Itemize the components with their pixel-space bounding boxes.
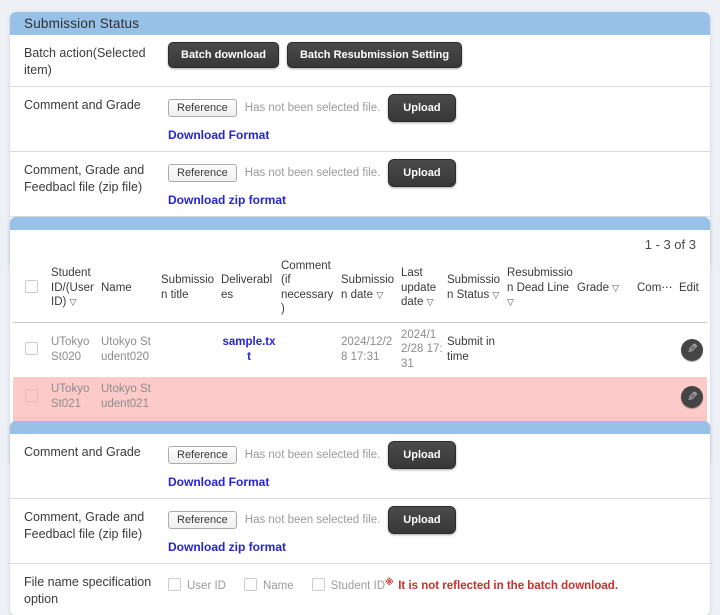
cell-deliverables [219, 377, 279, 419]
cell-student-id: UTokyoSt020 [51, 335, 90, 363]
no-file-text: Has not been selected file. [244, 167, 381, 179]
column-resubmission-deadline[interactable]: Resubmission Dead Line ▽ [505, 254, 575, 323]
column-name: Name [99, 254, 159, 323]
comment-grade-feedback-label: Comment, Grade and Feedbacl file (zip fi… [24, 163, 145, 194]
no-file-text: Has not been selected file. [244, 102, 381, 114]
column-edit: Edit [677, 254, 707, 323]
cell-resubmission-deadline [505, 377, 575, 419]
deliverable-file-link[interactable]: sample.txt [222, 335, 276, 363]
table-header-row: Student ID/(User ID) ▽ Name Submission t… [13, 254, 707, 323]
cell-com [635, 377, 677, 419]
cell-comment [279, 377, 339, 419]
cell-submission-title [159, 377, 219, 419]
upload-button[interactable]: Upload [388, 94, 456, 122]
cell-submission-date: 2024/12/28 17:31 [341, 335, 393, 363]
select-all-checkbox[interactable] [24, 280, 38, 294]
download-zip-format-link[interactable]: Download zip format [168, 193, 286, 207]
comment-grade-feedback-label: Comment, Grade and Feedbacl file (zip fi… [24, 510, 145, 541]
comment-grade-feedback-row: Comment, Grade and Feedbacl file (zip fi… [10, 499, 710, 564]
edit-button[interactable]: ✎ [681, 338, 703, 361]
cell-grade [575, 377, 635, 419]
table-row: UTokyoSt020 Utokyo Student020 sample.txt… [13, 322, 707, 377]
sort-icon[interactable]: ▽ [612, 282, 620, 293]
file-name-option-row: File name specification option User ID Na… [10, 564, 710, 615]
table-row-highlighted: UTokyoSt021 Utokyo Student021 ✎ [13, 377, 707, 419]
sort-icon[interactable]: ▽ [376, 289, 384, 300]
pencil-icon: ✎ [686, 342, 698, 358]
comment-grade-row: Comment and Grade Reference Has not been… [10, 87, 710, 152]
reference-mark: ※ [385, 577, 394, 587]
panel-title: Submission Status [10, 12, 710, 35]
upload-button[interactable]: Upload [388, 159, 456, 187]
cell-resubmission-deadline [505, 322, 575, 377]
column-student-id[interactable]: Student ID/(User ID) ▽ [49, 254, 99, 323]
cell-last-update-date: 2024/12/28 17:31 [401, 328, 443, 371]
cell-student-id: UTokyoSt021 [49, 377, 99, 419]
user-id-checkbox-label: User ID [187, 580, 226, 592]
panel-top-strip [10, 421, 710, 434]
column-com-truncated: Com⋯ [635, 254, 677, 323]
upload-button[interactable]: Upload [388, 506, 456, 534]
reference-button[interactable]: Reference [168, 511, 237, 529]
lower-upload-panel: Comment and Grade Reference Has not been… [10, 421, 710, 615]
pencil-icon: ✎ [686, 389, 698, 405]
student-id-checkbox[interactable] [311, 578, 325, 591]
sort-icon[interactable]: ▽ [69, 296, 77, 307]
batch-action-row: Batch action(Selected item) Batch downlo… [10, 35, 710, 87]
batch-download-note: It is not reflected in the batch downloa… [398, 580, 619, 592]
row-checkbox[interactable] [24, 389, 38, 403]
cell-submission-title [159, 322, 219, 377]
batch-resubmission-setting-button[interactable]: Batch Resubmission Setting [286, 42, 463, 68]
sort-icon[interactable]: ▽ [507, 296, 514, 307]
no-file-text: Has not been selected file. [244, 449, 381, 461]
download-format-link[interactable]: Download Format [168, 475, 270, 489]
student-id-checkbox-label: Student ID [330, 580, 386, 592]
comment-grade-label: Comment and Grade [24, 445, 141, 459]
column-deliverables: Deliverables [219, 254, 279, 323]
cell-comment [279, 322, 339, 377]
name-checkbox-label: Name [262, 580, 294, 592]
row-checkbox[interactable] [24, 341, 38, 355]
column-submission-title: Submission title [159, 254, 219, 323]
file-name-option-label: File name specification option [24, 575, 152, 606]
cell-com [635, 322, 677, 377]
no-file-text: Has not been selected file. [244, 514, 381, 526]
comment-grade-feedback-row: Comment, Grade and Feedbacl file (zip fi… [10, 152, 710, 217]
column-comment: Comment (if necessary) [279, 254, 339, 323]
name-checkbox[interactable] [243, 578, 257, 591]
cell-submission-status [445, 377, 505, 419]
cell-last-update-date [399, 377, 445, 419]
cell-grade [575, 322, 635, 377]
sort-icon[interactable]: ▽ [492, 289, 500, 300]
column-last-update-date[interactable]: Last update date ▽ [399, 254, 445, 323]
reference-button[interactable]: Reference [168, 99, 237, 117]
reference-button[interactable]: Reference [168, 164, 237, 182]
column-submission-status[interactable]: Submission Status ▽ [445, 254, 505, 323]
upload-button[interactable]: Upload [388, 441, 456, 469]
user-id-checkbox[interactable] [168, 578, 181, 591]
column-submission-date[interactable]: Submission date ▽ [339, 254, 399, 323]
sort-icon[interactable]: ▽ [426, 296, 434, 307]
batch-action-label: Batch action(Selected item) [24, 46, 146, 77]
reference-button[interactable]: Reference [168, 446, 237, 464]
submission-table: Student ID/(User ID) ▽ Name Submission t… [13, 254, 707, 460]
comment-grade-label: Comment and Grade [24, 98, 141, 112]
download-format-link[interactable]: Download Format [168, 128, 270, 142]
column-grade[interactable]: Grade ▽ [575, 254, 635, 323]
cell-name: Utokyo Student021 [99, 377, 159, 419]
cell-submission-date [339, 377, 399, 419]
edit-button[interactable]: ✎ [681, 386, 703, 409]
panel-top-strip [10, 217, 710, 230]
cell-name: Utokyo Student020 [101, 335, 151, 363]
batch-download-button[interactable]: Batch download [168, 42, 279, 68]
download-zip-format-link[interactable]: Download zip format [168, 540, 286, 554]
pagination-text: 1 - 3 of 3 [644, 237, 696, 252]
comment-grade-row: Comment and Grade Reference Has not been… [10, 434, 710, 499]
cell-submission-status: Submit in time [447, 335, 495, 363]
